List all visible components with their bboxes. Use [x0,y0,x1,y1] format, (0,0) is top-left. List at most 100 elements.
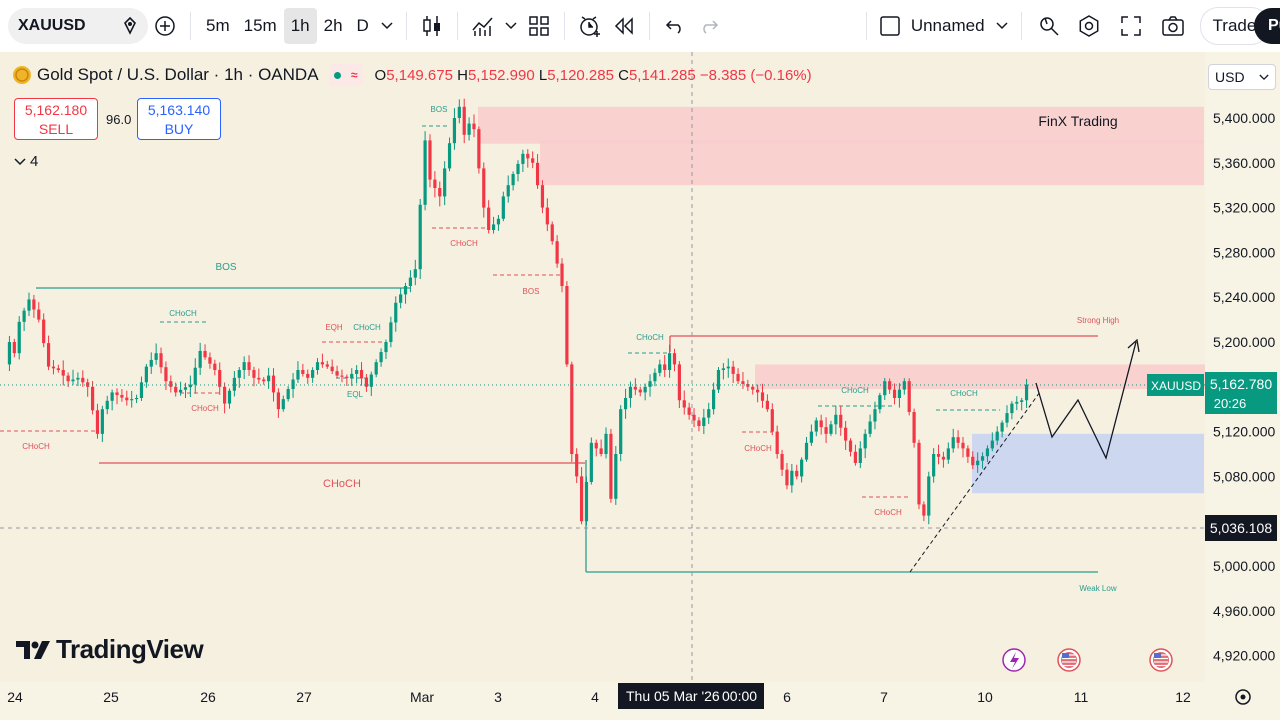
tradingview-logo[interactable]: TradingView [16,634,204,665]
candle-down[interactable] [164,367,168,382]
candle-up[interactable] [804,442,809,460]
candle-down[interactable] [46,343,51,367]
candle-down[interactable] [682,400,686,408]
candle-down[interactable] [482,168,486,208]
candle-up[interactable] [315,362,320,370]
candle-up[interactable] [281,399,285,410]
candle-down[interactable] [330,366,334,372]
candle-down[interactable] [359,370,364,379]
candle-down[interactable] [687,407,691,415]
candle-down[interactable] [262,379,266,382]
candle-down[interactable] [477,129,481,169]
candle-up[interactable] [648,381,652,387]
timeframe-dropdown[interactable] [376,8,398,44]
candle-up[interactable] [863,433,867,449]
candle-up[interactable] [227,390,232,404]
candle-up[interactable] [726,366,730,369]
candle-up[interactable] [619,409,623,454]
candle-down[interactable] [844,427,848,441]
candle-up[interactable] [193,367,197,385]
candle-down[interactable] [956,437,960,443]
candle-up[interactable] [702,417,706,426]
candle-down[interactable] [364,378,369,387]
candle-down[interactable] [42,319,46,344]
candle-up[interactable] [369,374,373,387]
candle-up[interactable] [350,373,354,378]
candle-up[interactable] [1015,401,1019,404]
candle-down[interactable] [560,263,564,286]
candle-up[interactable] [511,174,515,186]
candle-down[interactable] [66,375,70,382]
candle-up[interactable] [800,459,804,477]
candle-up[interactable] [653,372,657,382]
timeframe-15m[interactable]: 15m [243,16,277,35]
candle-up[interactable] [291,379,295,390]
candle-down[interactable] [961,442,965,449]
candle-down[interactable] [892,389,897,398]
candle-down[interactable] [81,377,85,383]
candle-up[interactable] [22,310,26,322]
candle-down[interactable] [672,353,677,365]
candle-up[interactable] [897,389,902,398]
candle-down[interactable] [570,364,574,454]
candle-down[interactable] [174,386,178,393]
candle-down[interactable] [760,392,765,401]
candle-up[interactable] [604,433,608,454]
candle-up[interactable] [521,153,525,164]
candle-up[interactable] [232,377,236,391]
candle-up[interactable] [296,370,300,380]
candle-down[interactable] [609,433,613,499]
layout-name[interactable]: Unnamed [910,16,985,35]
candle-up[interactable] [496,218,501,225]
candle-down[interactable] [335,371,339,376]
candle-up[interactable] [178,389,183,393]
candle-down[interactable] [428,140,432,180]
candle-down[interactable] [252,370,256,378]
candle-up[interactable] [399,294,403,303]
candle-up[interactable] [712,389,716,410]
candle-up[interactable] [413,269,417,278]
candle-up[interactable] [418,204,422,270]
candle-up[interactable] [110,392,114,401]
candle-down[interactable] [770,409,774,432]
supply-zone[interactable] [540,140,1204,186]
candle-down[interactable] [86,382,90,387]
candle-up[interactable] [149,359,153,367]
candle-up[interactable] [452,118,457,144]
candle-down[interactable] [526,153,530,159]
candle-down[interactable] [90,386,95,411]
symbol-search-box[interactable]: XAUUSD [8,8,148,44]
candle-up[interactable] [1010,403,1014,414]
candle-down[interactable] [51,366,56,369]
candle-up[interactable] [980,456,985,461]
candle-up[interactable] [183,387,188,390]
candle-down[interactable] [633,386,637,390]
indicators-button[interactable] [466,8,500,44]
trendline[interactable] [909,391,1041,573]
price-scale[interactable] [1205,52,1280,682]
candle-up[interactable] [384,342,388,353]
candle-up[interactable] [643,386,647,393]
candle-down[interactable] [565,286,569,365]
candle-up[interactable] [927,476,931,516]
candle-up[interactable] [985,448,990,457]
candle-down[interactable] [125,397,129,401]
candle-up[interactable] [467,123,471,135]
candle-down[interactable] [208,357,212,364]
candle-down[interactable] [115,392,119,396]
candle-up[interactable] [457,106,461,118]
candle-down[interactable] [780,454,784,470]
candle-down[interactable] [966,448,970,457]
alert-button[interactable] [573,8,607,44]
candle-up[interactable] [1005,413,1009,423]
candle-up[interactable] [76,377,80,380]
candle-down[interactable] [907,381,911,412]
quick-search-button[interactable] [1030,8,1068,44]
candle-down[interactable] [306,373,310,378]
candle-down[interactable] [223,386,227,404]
candle-up[interactable] [878,395,882,410]
candle-down[interactable] [824,427,828,434]
candle-up[interactable] [100,409,104,434]
candle-down[interactable] [545,207,549,225]
candle-down[interactable] [819,420,823,428]
